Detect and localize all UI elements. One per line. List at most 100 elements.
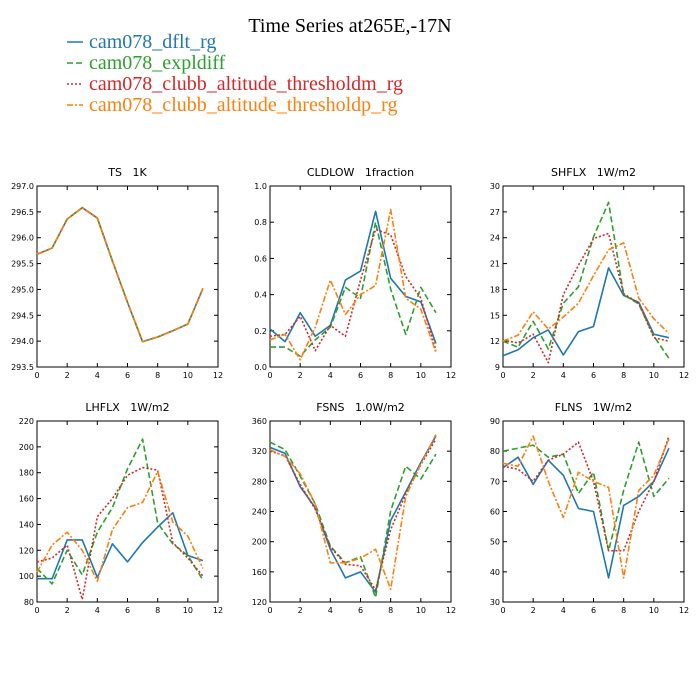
- y-tick-label: 296.0: [11, 234, 34, 243]
- series-line-3: [36, 206, 204, 343]
- y-tick-label: 240: [252, 508, 267, 517]
- x-tick-label: 0: [500, 606, 505, 615]
- panel-title: CLDLOW 1fraction: [307, 166, 414, 179]
- x-tick-label: 10: [416, 371, 426, 380]
- y-tick-label: 200: [19, 443, 34, 452]
- panel-5: FLNS 1W/m2 0 2 4 6 8 10 12 30 40 50 60 70 80 90: [490, 401, 689, 615]
- x-tick-label: 10: [649, 606, 659, 615]
- legend: cam078_dflt_rgcam078_expldiffcam078_club…: [67, 31, 403, 116]
- series-line-0: [269, 435, 437, 594]
- x-tick-label: 12: [446, 371, 456, 380]
- y-tick-label: 160: [19, 495, 34, 504]
- x-tick-label: 10: [649, 371, 659, 380]
- x-tick-label: 10: [183, 371, 193, 380]
- y-tick-label: 320: [252, 447, 267, 456]
- y-tick-label: 12: [490, 337, 500, 346]
- series-line-0: [269, 210, 437, 344]
- panels: TS 1K0 2 4 6 8 10 12293.5294.0294.5295.0295.52…: [11, 166, 689, 615]
- y-tick-label: 21: [490, 260, 500, 269]
- series-line-2: [502, 435, 670, 552]
- plot-frame: [269, 420, 452, 603]
- x-tick-label: 8: [155, 606, 160, 615]
- series-line-3: [502, 435, 670, 579]
- legend-label-0: cam078_dflt_rg: [89, 31, 216, 53]
- x-tick-label: 8: [388, 371, 393, 380]
- x-tick-label: 10: [416, 606, 426, 615]
- plot-frame: [36, 185, 219, 368]
- y-tick-label: 220: [19, 417, 34, 426]
- plot-frame: [269, 185, 452, 368]
- x-tick-label: 6: [591, 606, 596, 615]
- x-tick-label: 2: [298, 371, 303, 380]
- x-tick-label: 0: [267, 606, 272, 615]
- series-line-2: [269, 228, 437, 352]
- x-tick-label: 4: [561, 606, 566, 615]
- x-tick-label: 6: [358, 371, 363, 380]
- y-tick-label: 0.2: [254, 327, 267, 336]
- y-tick-label: 180: [19, 469, 34, 478]
- y-tick-label: 9: [495, 363, 500, 372]
- x-tick-label: 2: [65, 606, 70, 615]
- y-tick-label: 293.5: [11, 363, 34, 372]
- x-tick-label: 6: [591, 371, 596, 380]
- x-tick-label: 12: [446, 606, 456, 615]
- legend-label-1: cam078_expldiff: [89, 52, 226, 74]
- x-tick-label: 8: [388, 606, 393, 615]
- panel-4: FSNS 1.0W/m2 0 2 4 6 8 10 12 120 160 200 240 280 320 3…: [252, 401, 456, 615]
- series-line-3: [269, 208, 437, 361]
- x-tick-label: 0: [34, 371, 39, 380]
- y-tick-label: 360: [252, 417, 267, 426]
- series-line-1: [36, 438, 204, 585]
- panel-title: LHFLX 1W/m2: [85, 401, 169, 414]
- x-tick-label: 2: [298, 606, 303, 615]
- y-tick-label: 80: [24, 598, 34, 607]
- figure-title: Time Series at265E,-17N: [248, 15, 451, 37]
- x-tick-label: 12: [679, 606, 689, 615]
- y-tick-label: 100: [19, 572, 34, 581]
- legend-label-3: cam078_clubb_altitude_thresholdp_rg: [89, 94, 397, 116]
- y-tick-label: 200: [252, 538, 267, 547]
- series-line-3: [269, 434, 437, 590]
- x-tick-label: 6: [125, 606, 130, 615]
- y-tick-label: 80: [490, 447, 500, 456]
- series-line-1: [502, 201, 670, 359]
- x-tick-label: 4: [95, 371, 100, 380]
- legend-label-2: cam078_clubb_altitude_thresholdm_rg: [89, 73, 403, 95]
- x-tick-label: 10: [183, 606, 193, 615]
- plot-frame: [36, 420, 219, 603]
- y-tick-label: 120: [19, 546, 34, 555]
- y-tick-label: 296.5: [11, 208, 34, 217]
- series-line-2: [269, 438, 437, 591]
- x-tick-label: 2: [531, 371, 536, 380]
- x-tick-label: 8: [621, 606, 626, 615]
- x-tick-label: 12: [679, 371, 689, 380]
- panel-title: SHFLX 1W/m2: [551, 166, 636, 179]
- x-tick-label: 12: [213, 606, 223, 615]
- y-tick-label: 0.0: [254, 363, 267, 372]
- series-line-0: [502, 267, 670, 357]
- y-tick-label: 297.0: [11, 182, 34, 191]
- y-tick-label: 295.0: [11, 285, 34, 294]
- x-tick-label: 0: [267, 371, 272, 380]
- y-tick-label: 120: [252, 598, 267, 607]
- y-tick-label: 295.5: [11, 260, 34, 269]
- x-tick-label: 2: [531, 606, 536, 615]
- y-tick-label: 70: [490, 477, 500, 486]
- panel-3: LHFLX 1W/m2 0 2 4 6 8 10 12 80 100 120 140 160 180 200…: [19, 401, 223, 615]
- series-line-3: [502, 242, 670, 342]
- y-tick-label: 294.5: [11, 311, 34, 320]
- x-tick-label: 8: [621, 371, 626, 380]
- x-tick-label: 0: [500, 371, 505, 380]
- y-tick-label: 0.4: [254, 291, 267, 300]
- panel-title: FSNS 1.0W/m2: [316, 401, 405, 414]
- y-tick-label: 40: [490, 568, 500, 577]
- x-tick-label: 4: [95, 606, 100, 615]
- x-tick-label: 2: [65, 371, 70, 380]
- y-tick-label: 50: [490, 538, 500, 547]
- y-tick-label: 0.6: [254, 254, 267, 263]
- y-tick-label: 18: [490, 285, 500, 294]
- y-tick-label: 24: [490, 234, 500, 243]
- series-line-0: [37, 511, 204, 580]
